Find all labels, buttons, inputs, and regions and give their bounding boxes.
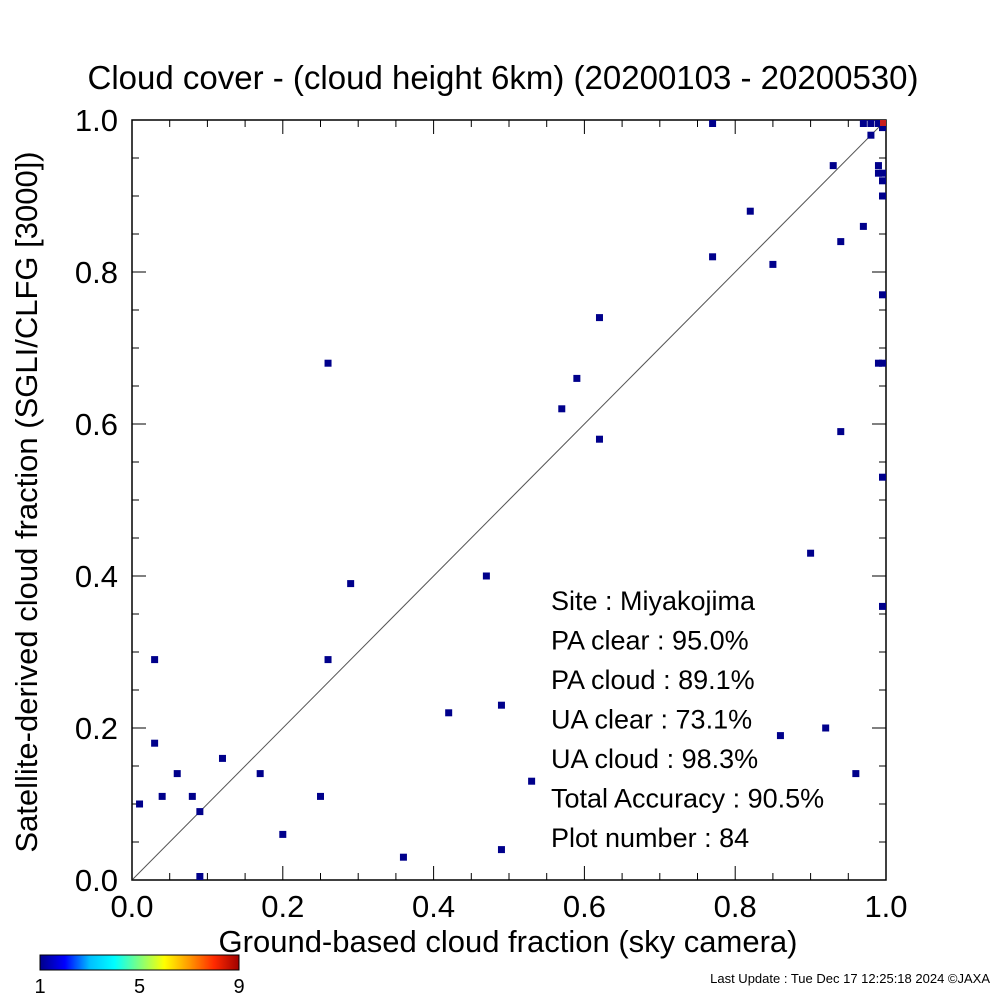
data-point — [769, 260, 777, 268]
data-point — [196, 808, 204, 816]
x-axis-tick-labels: 0.0 0.2 0.4 0.6 0.8 1.0 — [110, 889, 907, 924]
one-to-one-line — [131, 119, 887, 881]
x-tick-label: 1.0 — [864, 889, 907, 924]
data-point — [528, 777, 536, 785]
y-tick-label: 0.6 — [75, 407, 118, 442]
stats-line: PA cloud : 89.1% — [551, 665, 755, 695]
data-point — [347, 580, 355, 588]
data-point — [196, 873, 204, 880]
data-point — [879, 473, 886, 481]
stats-line: Total Accuracy : 90.5% — [551, 784, 824, 814]
y-tick-label: 0.8 — [75, 255, 118, 290]
y-tick-label: 0.0 — [75, 863, 118, 898]
y-tick-label: 0.4 — [75, 559, 118, 594]
data-point — [709, 120, 717, 127]
data-point — [173, 770, 181, 778]
data-point — [879, 291, 886, 299]
colorbar-tick-label: 5 — [134, 976, 145, 998]
data-point — [151, 656, 159, 664]
data-point — [879, 169, 886, 177]
y-tick-label: 0.2 — [75, 711, 118, 746]
data-point — [324, 359, 332, 367]
data-point — [709, 253, 717, 261]
data-point — [595, 435, 603, 443]
data-point — [874, 359, 882, 367]
data-point — [867, 131, 875, 139]
data-point — [399, 853, 407, 861]
x-tick-label: 0.4 — [412, 889, 455, 924]
data-point — [874, 169, 882, 177]
data-point — [497, 846, 505, 854]
data-point — [879, 359, 886, 367]
data-point — [837, 238, 845, 246]
data-point — [324, 656, 332, 664]
data-point — [859, 222, 867, 230]
chart-title: Cloud cover - (cloud height 6km) (202001… — [88, 59, 919, 96]
data-point — [879, 602, 886, 610]
data-point — [279, 830, 287, 838]
data-point — [497, 701, 505, 709]
data-point — [859, 120, 867, 127]
y-tick-label: 1.0 — [75, 103, 118, 138]
x-tick-label: 0.0 — [110, 889, 153, 924]
data-point — [879, 177, 886, 185]
stats-line: Site : Miyakojima — [551, 586, 756, 616]
data-point — [867, 120, 875, 127]
data-point — [256, 770, 264, 778]
last-update-footer: Last Update : Tue Dec 17 12:25:18 2024 ©… — [710, 971, 990, 986]
stats-line: PA clear : 95.0% — [551, 626, 749, 656]
data-point — [879, 192, 886, 200]
data-point — [829, 162, 837, 170]
data-point — [218, 754, 226, 762]
stats-line: UA cloud : 98.3% — [551, 744, 758, 774]
data-point — [482, 572, 490, 580]
data-point — [822, 724, 830, 732]
stats-line: UA clear : 73.1% — [551, 705, 752, 735]
axis-ticks — [131, 119, 887, 881]
stats-line: Plot number : 84 — [551, 823, 749, 853]
data-point — [445, 709, 453, 717]
data-point — [136, 800, 144, 808]
data-point — [879, 124, 886, 132]
plot-area — [131, 119, 887, 881]
data-point-dense — [880, 120, 886, 126]
x-axis-label: Ground-based cloud fraction (sky camera) — [219, 924, 798, 959]
data-point — [746, 207, 754, 215]
data-point — [573, 374, 581, 382]
data-point — [151, 739, 159, 747]
x-tick-label: 0.6 — [563, 889, 606, 924]
x-tick-label: 0.8 — [714, 889, 757, 924]
data-point — [874, 120, 882, 127]
x-tick-label: 0.2 — [261, 889, 304, 924]
y-axis-tick-labels: 0.0 0.2 0.4 0.6 0.8 1.0 — [75, 103, 118, 898]
data-point — [558, 405, 566, 413]
data-point — [158, 792, 166, 800]
data-point — [852, 770, 860, 778]
y-axis-label: Satellite-derived cloud fraction (SGLI/C… — [9, 151, 44, 852]
data-point — [188, 792, 196, 800]
scatter-points — [136, 120, 886, 880]
data-point — [776, 732, 784, 740]
data-point — [595, 314, 603, 322]
colorbar-bar — [39, 954, 240, 971]
data-point — [837, 428, 845, 436]
colorbar-tick-labels: 1 5 9 — [34, 976, 244, 998]
data-point — [317, 792, 324, 800]
colorbar-tick-label: 9 — [233, 976, 244, 998]
colorbar: 1 5 9 — [34, 954, 245, 998]
data-point — [874, 162, 882, 170]
data-point — [807, 549, 815, 557]
colorbar-tick-label: 1 — [34, 976, 45, 998]
stats-box: Site : Miyakojima PA clear : 95.0% PA clou… — [551, 586, 824, 853]
